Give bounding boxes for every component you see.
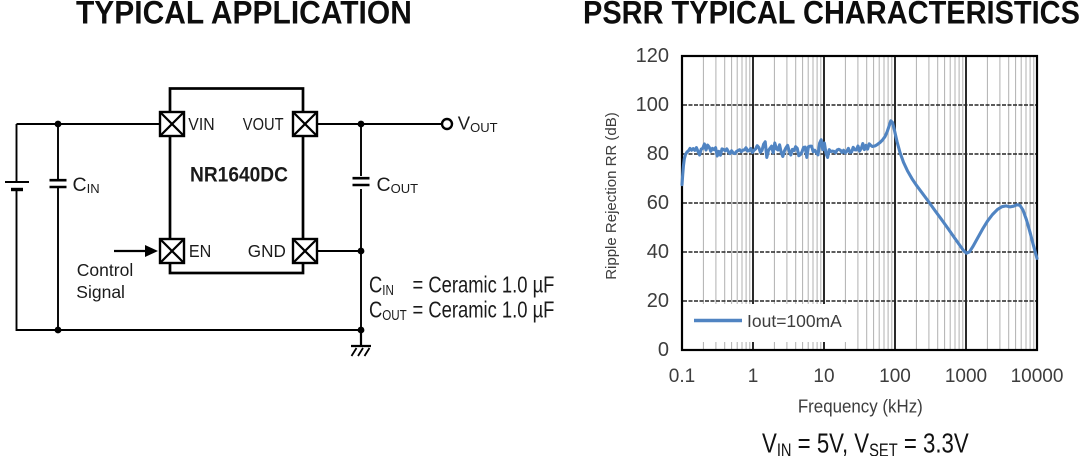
svg-text:20: 20 — [647, 290, 669, 312]
svg-text:Ripple Rejection RR (dB): Ripple Rejection RR (dB) — [603, 112, 620, 280]
svg-text:Frequency (kHz): Frequency (kHz) — [798, 396, 923, 417]
svg-text:CIN: CIN — [73, 174, 100, 196]
svg-text:Iout=100mA: Iout=100mA — [747, 311, 842, 331]
svg-text:VIN = 5V, VSET = 3.3V: VIN = 5V, VSET = 3.3V — [762, 428, 969, 456]
svg-text:Signal: Signal — [76, 282, 125, 302]
svg-text:10000: 10000 — [1011, 366, 1064, 387]
svg-text:Control: Control — [77, 260, 133, 280]
svg-text:= Ceramic 1.0 µF: = Ceramic 1.0 µF — [413, 273, 555, 298]
svg-text:NR1640DC: NR1640DC — [190, 164, 288, 187]
svg-text:= Ceramic 1.0 µF: = Ceramic 1.0 µF — [413, 298, 555, 323]
svg-text:1: 1 — [748, 366, 759, 387]
svg-text:100: 100 — [636, 94, 669, 116]
svg-text:CIN: CIN — [369, 273, 394, 299]
svg-text:GND: GND — [248, 241, 286, 261]
svg-text:0: 0 — [658, 339, 669, 361]
svg-text:1000: 1000 — [945, 366, 987, 387]
svg-text:PSRR TYPICAL CHARACTERISTICS: PSRR TYPICAL CHARACTERISTICS — [583, 0, 1080, 31]
svg-text:VOUT: VOUT — [243, 114, 284, 134]
svg-text:VOUT: VOUT — [458, 113, 498, 136]
svg-text:EN: EN — [189, 241, 211, 261]
svg-text:80: 80 — [647, 143, 669, 165]
svg-text:VIN: VIN — [188, 114, 214, 134]
svg-text:60: 60 — [647, 192, 669, 214]
svg-text:10: 10 — [813, 366, 834, 387]
svg-text:COUT: COUT — [369, 298, 407, 324]
svg-text:120: 120 — [636, 45, 669, 67]
svg-text:40: 40 — [647, 241, 669, 263]
svg-text:100: 100 — [879, 366, 911, 387]
svg-text:COUT: COUT — [377, 174, 419, 196]
svg-text:TYPICAL APPLICATION: TYPICAL APPLICATION — [76, 0, 412, 31]
svg-text:0.1: 0.1 — [669, 366, 695, 387]
